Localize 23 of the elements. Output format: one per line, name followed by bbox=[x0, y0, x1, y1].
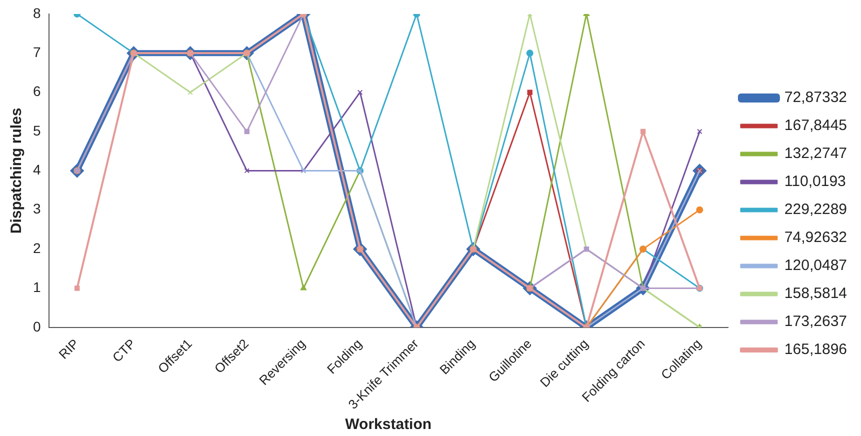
y-axis-title: Dispatching rules bbox=[8, 108, 26, 234]
legend-label: 72,87332 bbox=[784, 89, 848, 106]
x-axis-title: Workstation bbox=[345, 416, 432, 434]
legend-label: 173,2637 bbox=[784, 313, 848, 330]
legend-label: 158,5814 bbox=[784, 285, 848, 302]
legend-label: 229,2289 bbox=[784, 201, 848, 218]
x-tick-label: RIP bbox=[56, 336, 82, 362]
legend-label: 132,2747 bbox=[784, 145, 848, 162]
y-tick-label: 6 bbox=[32, 83, 41, 100]
y-tick-label: 1 bbox=[32, 279, 41, 296]
y-tick-label: 0 bbox=[32, 318, 41, 334]
legend-label: 165,1896 bbox=[784, 341, 848, 358]
y-tick-label: 4 bbox=[32, 162, 41, 178]
legend-label: 120,0487 bbox=[784, 257, 848, 274]
legend-label: 110,0193 bbox=[784, 173, 846, 190]
y-tick-label: 3 bbox=[32, 200, 41, 217]
y-tick-label: 5 bbox=[32, 122, 41, 138]
y-tick-label: 7 bbox=[32, 44, 41, 60]
x-tick-label: CTP bbox=[109, 336, 138, 365]
legend-label: 167,8445 bbox=[784, 117, 848, 134]
legend-label: 74,92632 bbox=[784, 229, 848, 246]
y-tick-label: 8 bbox=[32, 4, 41, 21]
y-tick-label: 2 bbox=[32, 240, 41, 256]
